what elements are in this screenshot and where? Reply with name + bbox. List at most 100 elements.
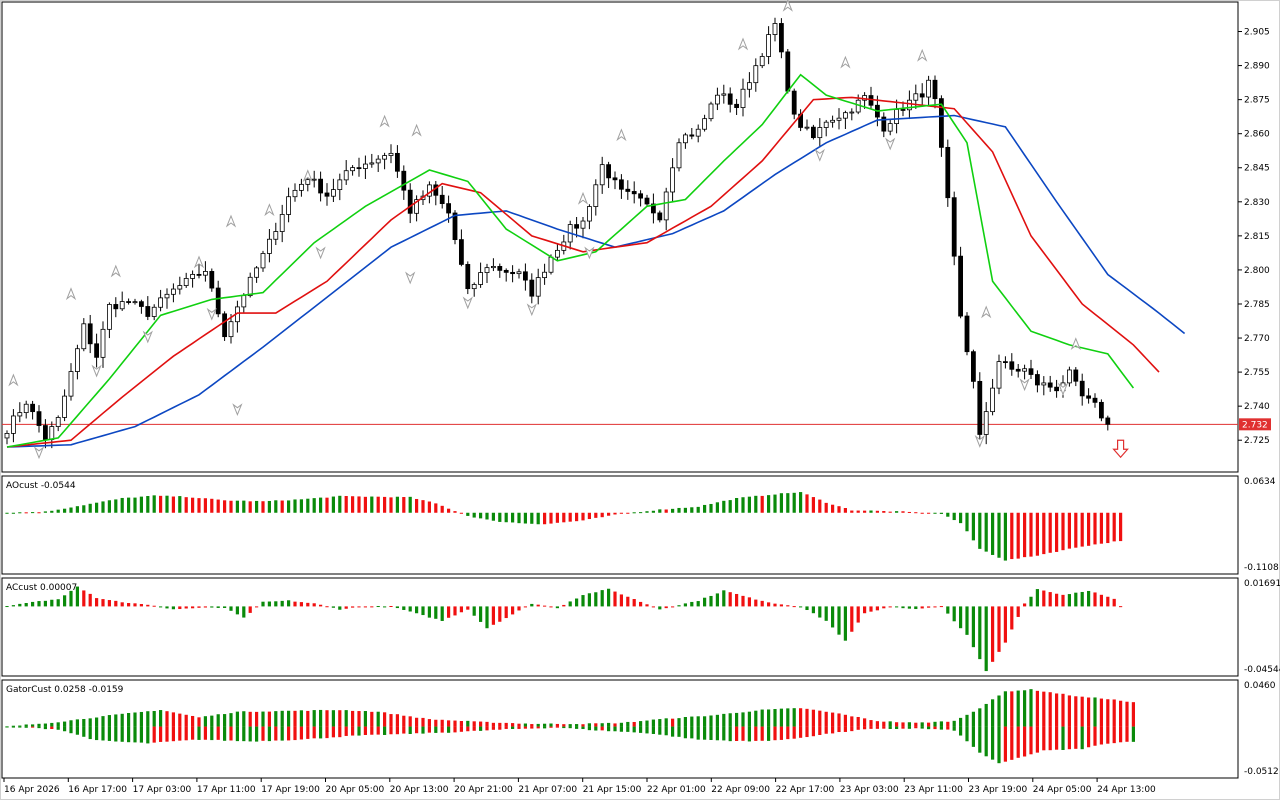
candle[interactable] [977,372,983,442]
candle[interactable] [708,101,714,122]
candle[interactable] [497,263,503,278]
candle[interactable] [484,263,490,283]
candle[interactable] [401,165,407,200]
candle[interactable] [1073,367,1079,387]
candle[interactable] [631,181,637,204]
candle[interactable] [222,311,228,341]
candle[interactable] [919,83,925,106]
candle[interactable] [932,75,938,109]
candle[interactable] [119,291,125,311]
candle[interactable] [254,266,260,283]
candle[interactable] [337,173,343,201]
candle[interactable] [638,190,643,207]
candle[interactable] [94,333,99,368]
candle[interactable] [926,75,931,106]
candle[interactable] [996,354,1002,395]
candle[interactable] [887,119,893,136]
candle[interactable] [734,98,739,115]
candle[interactable] [1099,399,1104,422]
candle[interactable] [414,195,420,222]
candle[interactable] [164,288,170,309]
candle[interactable] [407,183,413,224]
candle[interactable] [382,152,388,170]
candle[interactable] [471,282,477,297]
candle[interactable] [113,297,119,318]
candle[interactable] [1105,415,1111,431]
candle[interactable] [55,415,61,432]
candle[interactable] [542,263,547,285]
candle[interactable] [36,405,42,433]
candle[interactable] [247,272,253,298]
candle[interactable] [811,124,816,140]
ac-pane[interactable]: 0.01691 -0.04544 [5,579,1280,675]
candle[interactable] [657,210,663,223]
candle[interactable] [30,400,36,420]
candle[interactable] [394,145,400,178]
candle[interactable] [62,389,67,422]
candle[interactable] [772,17,778,42]
candle[interactable] [183,272,189,288]
candle[interactable] [1022,364,1027,380]
candle[interactable] [747,72,752,98]
candle[interactable] [849,108,855,121]
candle[interactable] [10,409,16,443]
candle[interactable] [535,268,541,305]
candle[interactable] [1003,356,1008,369]
candle[interactable] [817,118,823,148]
candle[interactable] [823,119,829,137]
candle[interactable] [804,119,810,131]
candle[interactable] [727,87,733,113]
candle[interactable] [1054,379,1059,398]
candle[interactable] [330,178,336,203]
candle[interactable] [107,302,112,339]
candle[interactable] [190,270,196,288]
candle[interactable] [663,187,669,231]
candle[interactable] [68,363,74,401]
candle[interactable] [490,258,496,272]
candle[interactable] [830,115,835,128]
candle[interactable] [766,26,771,65]
candle[interactable] [202,261,208,282]
candle[interactable] [1092,393,1098,408]
candle[interactable] [375,155,381,172]
candle[interactable] [983,402,989,445]
candle[interactable] [945,139,951,207]
candle[interactable] [279,204,285,243]
candlestick-series[interactable] [4,17,1111,449]
candle[interactable] [356,157,362,177]
candle[interactable] [619,174,624,199]
candle[interactable] [670,158,675,203]
candle[interactable] [196,263,202,279]
candle[interactable] [318,171,324,202]
candle[interactable] [580,217,586,239]
candle[interactable] [785,48,791,94]
candle[interactable] [81,318,87,352]
candle[interactable] [388,144,394,164]
candle[interactable] [1067,366,1072,387]
candle[interactable] [4,430,10,445]
candle[interactable] [458,229,464,267]
candle[interactable] [695,124,701,143]
candle[interactable] [311,170,317,188]
candle[interactable] [791,88,797,120]
candle[interactable] [951,191,957,266]
candle[interactable] [1015,363,1021,378]
candle[interactable] [439,185,445,209]
candle[interactable] [702,114,707,132]
candle[interactable] [286,187,292,223]
candle[interactable] [75,344,80,380]
candle[interactable] [1047,375,1053,392]
candle[interactable] [958,246,963,319]
candle[interactable] [1079,373,1085,406]
candle[interactable] [683,132,688,149]
candle[interactable] [881,112,887,138]
candle[interactable] [971,349,976,389]
candle[interactable] [523,263,528,291]
candle[interactable] [170,283,176,303]
candle[interactable] [266,229,272,263]
candle[interactable] [510,265,516,283]
candle[interactable] [843,110,848,130]
candle[interactable] [907,90,912,120]
candle[interactable] [644,194,650,207]
candle[interactable] [529,273,535,304]
